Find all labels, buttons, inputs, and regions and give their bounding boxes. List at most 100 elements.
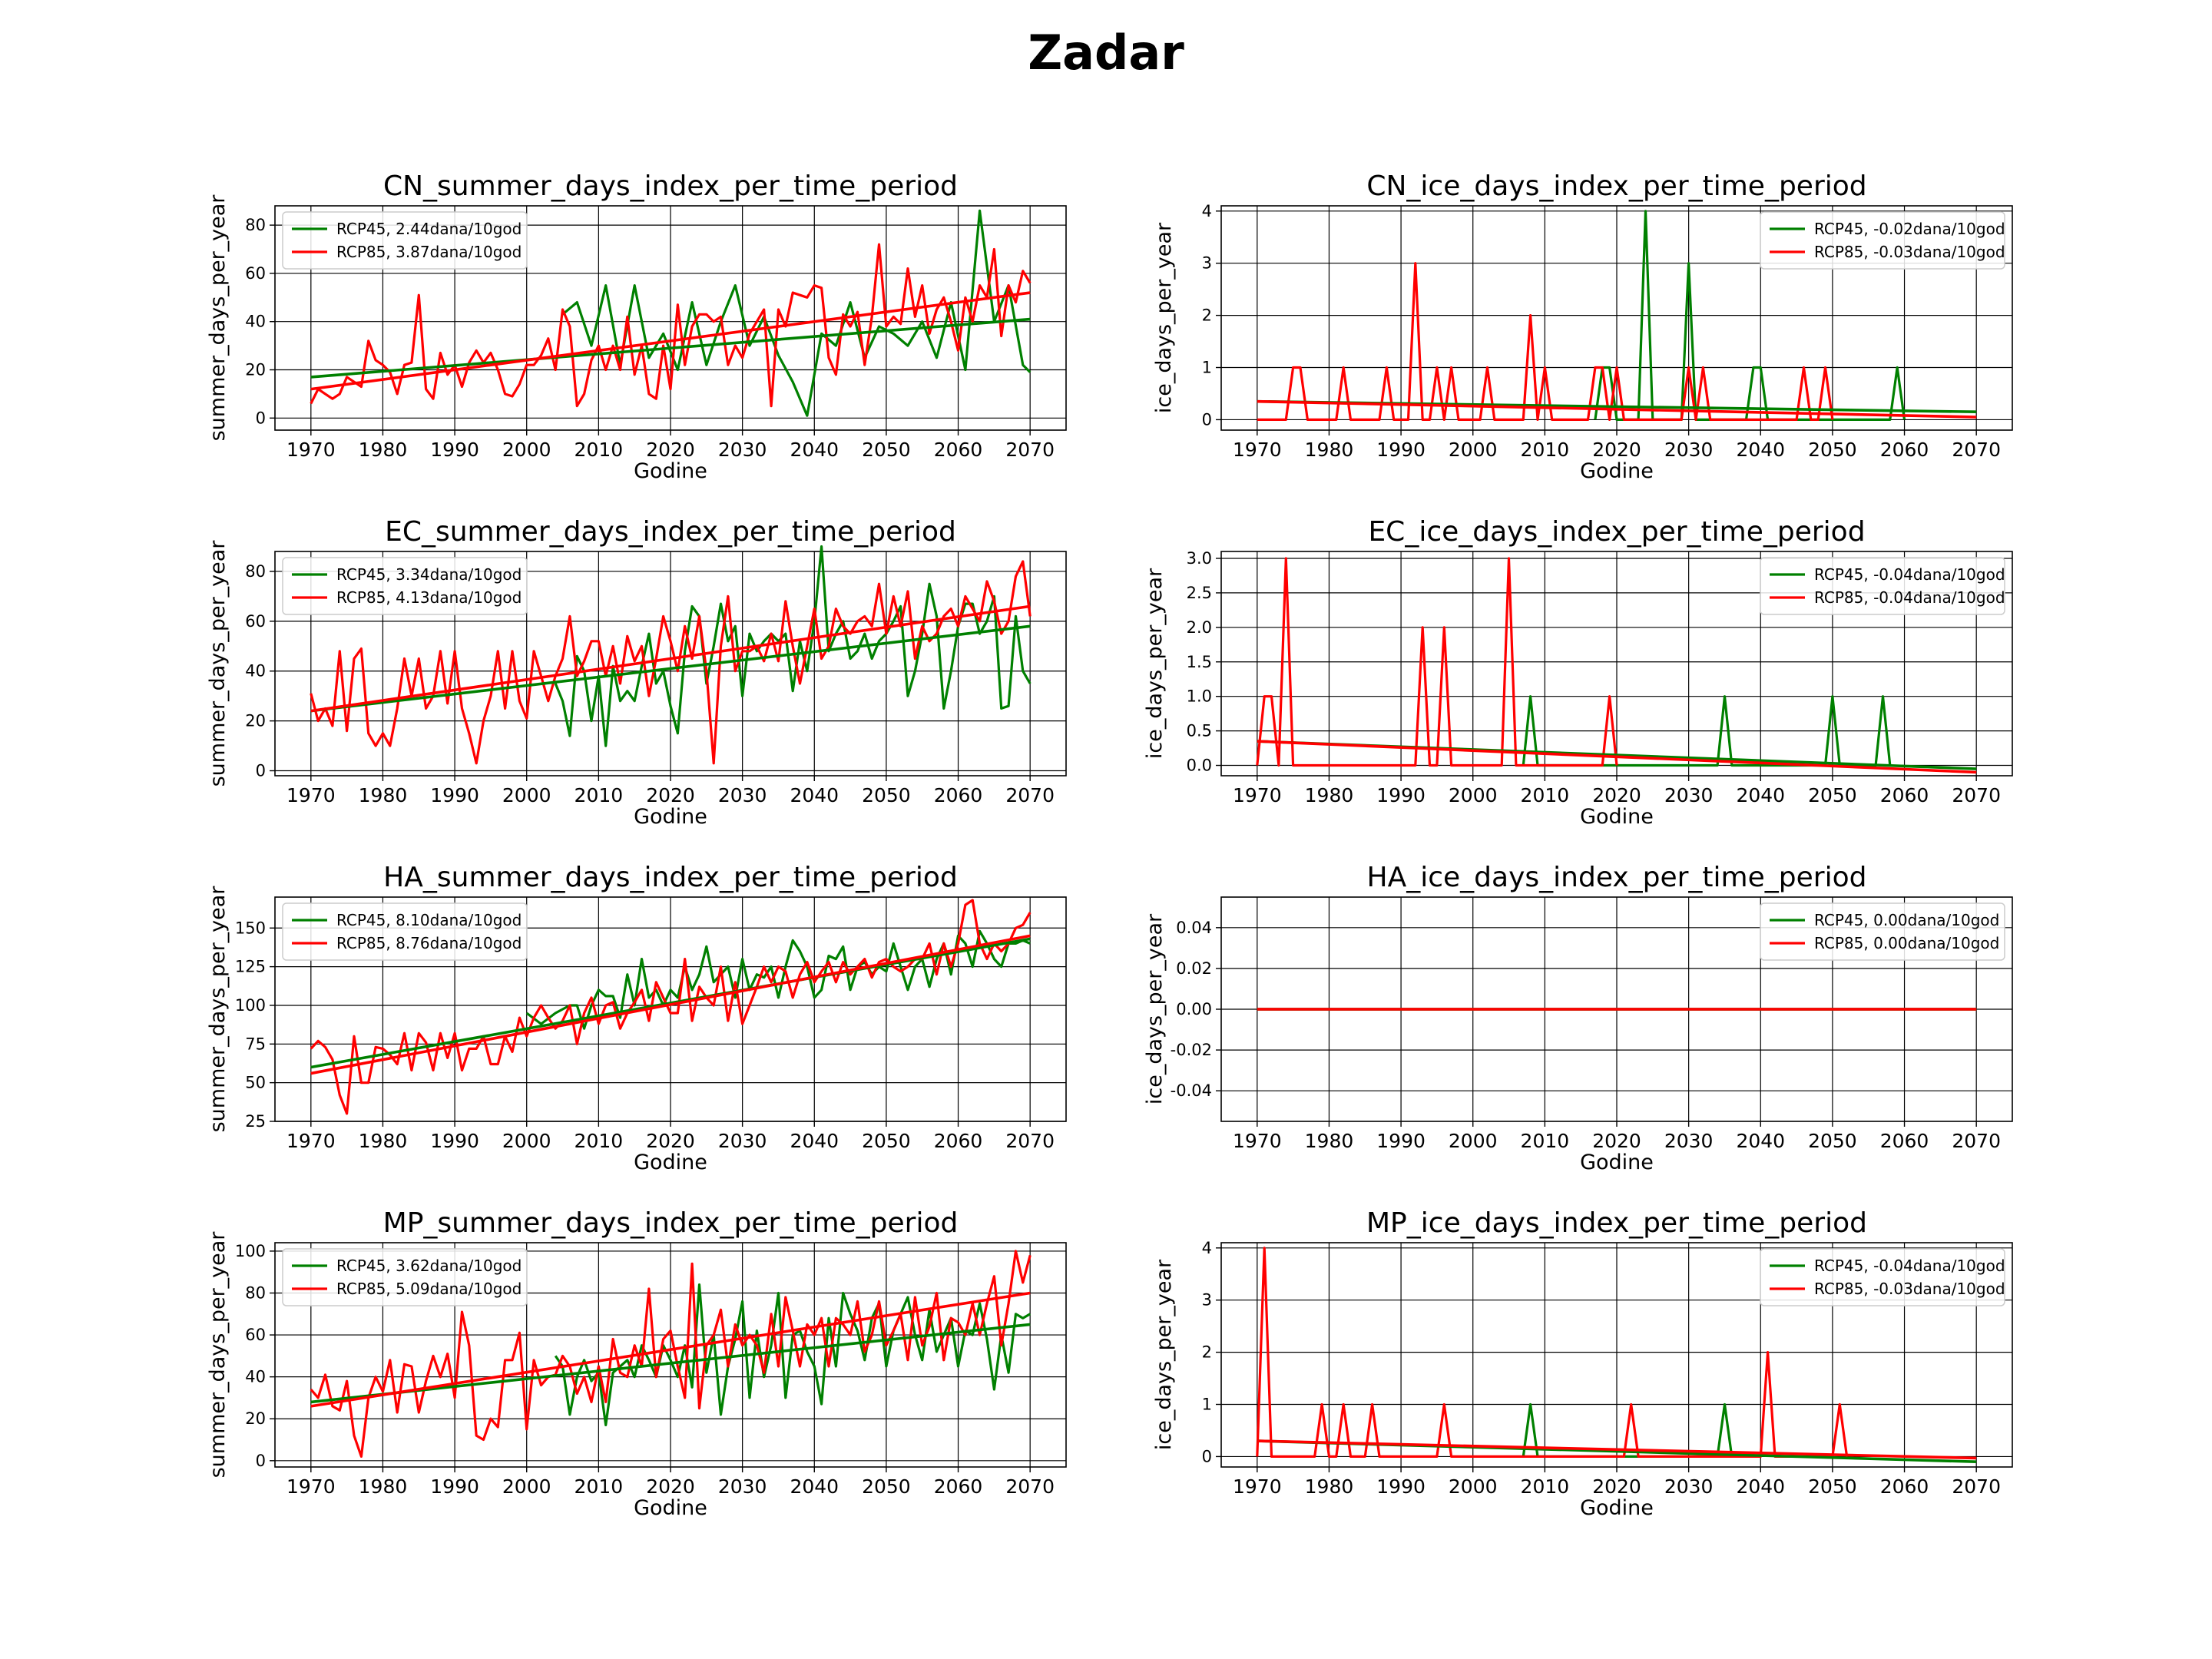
y-tick-label: -0.04 xyxy=(1171,1081,1212,1100)
trend-line-rcp45 xyxy=(310,937,1031,1069)
chart-panel: MP_ice_days_index_per_time_period 1970 198… xyxy=(1152,1207,2013,1520)
legend-box xyxy=(282,1248,528,1306)
y-axis-label: ice_days_per_year xyxy=(1143,913,1167,1104)
x-tick-label: 2020 xyxy=(1592,1130,1641,1152)
x-tick-label: 2070 xyxy=(1952,1475,2001,1498)
y-tick-label: 1 xyxy=(1202,1396,1212,1414)
chart-title: MP_ice_days_index_per_time_period xyxy=(1366,1207,1867,1239)
y-tick-label: 75 xyxy=(245,1035,266,1053)
x-tick-label: 2050 xyxy=(1808,439,1857,461)
legend-box xyxy=(282,902,528,961)
series-line-rcp85 xyxy=(1256,557,1618,767)
x-tick-label: 2040 xyxy=(790,784,839,806)
chart-title: MP_summer_days_index_per_time_period xyxy=(383,1207,959,1239)
x-tick-label: 2020 xyxy=(646,439,695,461)
trend-line-rcp85 xyxy=(310,291,1031,391)
x-tick-label: 2040 xyxy=(790,1130,839,1152)
y-tick-label: 0.04 xyxy=(1176,919,1212,937)
legend-label: RCP45, -0.02dana/10god xyxy=(1814,220,2005,238)
x-tick-label: 1990 xyxy=(1376,439,1426,461)
chart-panel: EC_summer_days_index_per_time_period 1970… xyxy=(206,516,1067,829)
x-tick-label: 2060 xyxy=(934,1475,983,1498)
chart-title: CN_summer_days_index_per_time_period xyxy=(383,171,958,202)
trend-line-rcp85 xyxy=(310,1291,1031,1408)
x-tick-label: 1970 xyxy=(286,784,336,806)
series-line-rcp45 xyxy=(1522,1402,1734,1459)
x-axis-label: Godine xyxy=(634,805,707,829)
legend-label: RCP45, 0.00dana/10god xyxy=(1814,911,1999,929)
legend-label: RCP45, 3.34dana/10god xyxy=(336,565,522,584)
trend-line-rcp85 xyxy=(1257,399,1977,419)
legend-label: RCP85, 8.76dana/10god xyxy=(336,934,522,952)
x-tick-label: 2070 xyxy=(1005,784,1055,806)
legend: RCP45, 2.44dana/10god RCP85, 3.87dana/10g… xyxy=(282,211,528,270)
x-tick-label: 2060 xyxy=(1880,439,1929,461)
y-tick-label: 3.0 xyxy=(1187,549,1212,568)
x-tick-label: 2030 xyxy=(718,1475,767,1498)
y-tick-label: 80 xyxy=(245,562,266,581)
y-tick-label: 50 xyxy=(245,1074,266,1092)
x-tick-label: 2050 xyxy=(1808,1475,1857,1498)
x-tick-label: 1970 xyxy=(1233,439,1282,461)
trend-line-rcp85 xyxy=(1257,740,1977,774)
trend-line-rcp45 xyxy=(310,317,1031,379)
chart-panel: CN_ice_days_index_per_time_period 1970 198… xyxy=(1152,171,2013,483)
chart-title: EC_summer_days_index_per_time_period xyxy=(385,516,956,548)
y-tick-label: -0.02 xyxy=(1171,1041,1212,1059)
series-line-rcp85 xyxy=(310,899,1031,1115)
legend: RCP45, 8.10dana/10god RCP85, 8.76dana/10g… xyxy=(282,902,528,961)
y-tick-label: 4 xyxy=(1202,1239,1212,1257)
x-axis-label: Godine xyxy=(634,1496,707,1520)
legend: RCP45, -0.04dana/10god RCP85, -0.04dana/1… xyxy=(1760,557,2005,615)
x-tick-label: 2010 xyxy=(1521,1475,1570,1498)
y-tick-label: 60 xyxy=(245,612,266,631)
y-tick-label: 0.0 xyxy=(1187,757,1212,775)
x-tick-label: 2010 xyxy=(575,439,624,461)
trend-line-rcp85 xyxy=(310,934,1031,1075)
x-tick-label: 2050 xyxy=(862,439,911,461)
trend-line-rcp45 xyxy=(310,1323,1031,1404)
y-axis-label: ice_days_per_year xyxy=(1152,1259,1176,1450)
y-tick-label: 25 xyxy=(245,1112,266,1131)
y-tick-label: 0 xyxy=(256,1452,266,1470)
x-tick-label: 1970 xyxy=(1233,1475,1282,1498)
x-tick-label: 2010 xyxy=(1521,439,1570,461)
x-tick-label: 1990 xyxy=(1376,1475,1426,1498)
x-tick-label: 2070 xyxy=(1005,1130,1055,1152)
x-tick-label: 1980 xyxy=(1305,1130,1354,1152)
y-tick-label: 3 xyxy=(1202,254,1212,273)
subplot-grid: CN_summer_days_index_per_time_period 1970… xyxy=(206,171,2013,1520)
x-tick-label: 2020 xyxy=(646,1475,695,1498)
x-tick-label: 2070 xyxy=(1952,439,2001,461)
x-tick-label: 2060 xyxy=(934,784,983,806)
x-tick-label: 2050 xyxy=(862,1475,911,1498)
x-tick-label: 1970 xyxy=(286,439,336,461)
series-line-rcp85 xyxy=(310,560,1031,765)
figure-title: Zadar xyxy=(1028,25,1184,81)
y-tick-label: 2 xyxy=(1202,306,1212,325)
y-tick-label: 0.00 xyxy=(1176,1000,1212,1018)
y-tick-label: 2.0 xyxy=(1187,618,1212,637)
y-tick-label: 0 xyxy=(256,762,266,780)
chart-title: HA_summer_days_index_per_time_period xyxy=(383,862,958,893)
x-tick-label: 2040 xyxy=(790,1475,839,1498)
x-tick-label: 2020 xyxy=(1592,1475,1641,1498)
y-axis-label: ice_days_per_year xyxy=(1152,222,1176,413)
series-line-rcp45 xyxy=(554,545,1031,747)
legend-label: RCP85, 0.00dana/10god xyxy=(1814,934,1999,952)
y-tick-label: 1.0 xyxy=(1187,687,1212,706)
chart-panel: EC_ice_days_index_per_time_period 1970 198… xyxy=(1143,516,2013,829)
y-tick-label: 100 xyxy=(235,1242,266,1260)
x-tick-label: 2050 xyxy=(862,784,911,806)
chart-panel: MP_summer_days_index_per_time_period 1970… xyxy=(206,1207,1067,1520)
legend-box xyxy=(1760,1248,2005,1306)
x-tick-label: 2060 xyxy=(1880,1475,1929,1498)
legend: RCP45, 3.34dana/10god RCP85, 4.13dana/10g… xyxy=(282,557,528,615)
x-tick-label: 2040 xyxy=(1736,1475,1785,1498)
x-tick-label: 2040 xyxy=(1736,1130,1785,1152)
x-axis-label: Godine xyxy=(1580,459,1654,483)
x-axis-label: Godine xyxy=(1580,805,1654,829)
y-tick-label: 20 xyxy=(245,361,266,379)
chart-title: EC_ice_days_index_per_time_period xyxy=(1368,516,1865,548)
